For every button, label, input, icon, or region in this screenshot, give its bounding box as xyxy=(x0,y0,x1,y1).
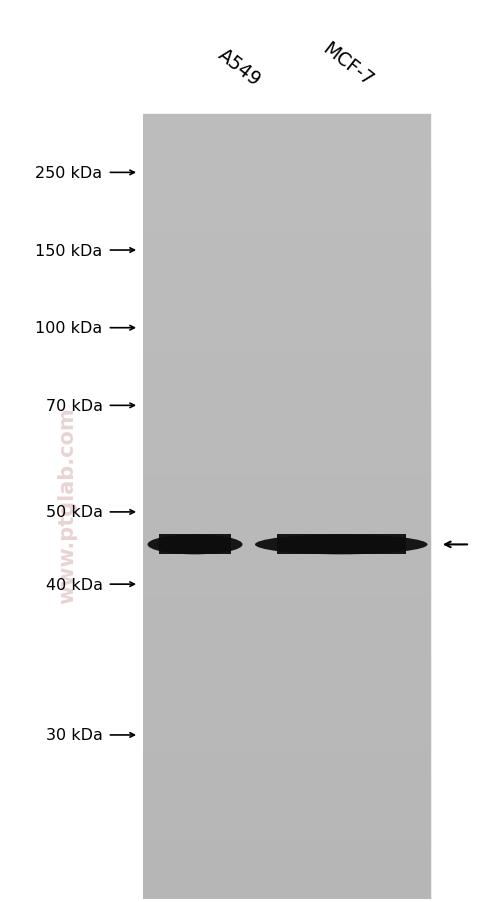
Text: 40 kDa: 40 kDa xyxy=(46,577,102,592)
Bar xyxy=(142,115,431,899)
Text: 30 kDa: 30 kDa xyxy=(46,728,102,742)
Text: MCF-7: MCF-7 xyxy=(318,39,376,90)
Bar xyxy=(276,535,406,555)
Text: www.ptglab.com: www.ptglab.com xyxy=(58,407,78,603)
Text: 70 kDa: 70 kDa xyxy=(46,399,102,413)
Bar xyxy=(160,535,230,555)
Text: 250 kDa: 250 kDa xyxy=(36,166,102,180)
Text: 150 kDa: 150 kDa xyxy=(35,244,102,258)
Text: 50 kDa: 50 kDa xyxy=(46,505,102,520)
Ellipse shape xyxy=(148,535,242,555)
Ellipse shape xyxy=(255,535,428,555)
Text: A549: A549 xyxy=(214,45,264,90)
Text: 100 kDa: 100 kDa xyxy=(35,321,102,336)
